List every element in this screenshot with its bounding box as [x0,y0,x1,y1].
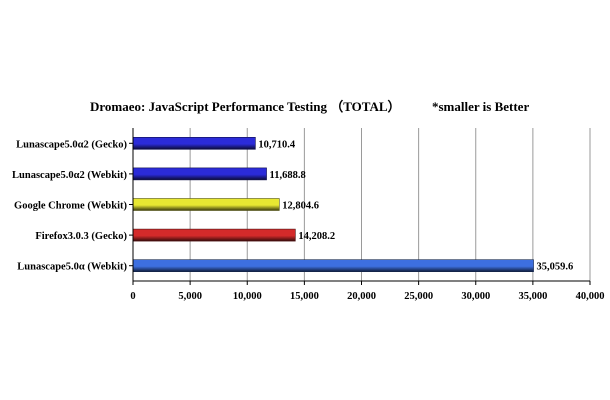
bar-0 [132,137,256,150]
data-label-1: 11,688.8 [270,170,306,181]
category-label-0: Lunascape5.0α2 (Gecko) [16,139,127,150]
bar-4 [132,259,534,273]
x-tick-label-1: 5,000 [178,291,202,302]
x-tick-label-3: 15,000 [290,291,319,302]
category-label-3: Firefox3.0.3 (Gecko) [35,231,127,242]
chart-title: Dromaeo: JavaScript Performance Testing … [90,99,401,114]
data-label-4: 35,059.6 [537,262,574,273]
data-label-2: 12,804.6 [282,201,319,212]
x-tick-label-8: 40,000 [576,291,605,302]
data-label-3: 14,208.2 [298,231,335,242]
category-label-4: Lunascape5.0α (Webkit) [17,262,127,273]
bar-3 [132,228,296,242]
x-tick-label-6: 30,000 [461,291,490,302]
data-labels: 10,710.4 11,688.8 12,804.6 14,208.2 35,059.6 [258,139,573,272]
chart-note: *smaller is Better [432,99,529,114]
category-labels: Lunascape5.0α2 (Gecko) Lunascape5.0α2 (We… [12,139,133,273]
x-tick-label-0: 0 [130,291,135,302]
category-label-2: Google Chrome (Webkit) [14,201,127,212]
bar-2 [132,198,280,211]
bars [132,137,534,273]
x-tick-label-5: 25,000 [404,291,433,302]
x-tick-label-4: 20,000 [347,291,376,302]
x-axis: 0 5,000 10,000 15,000 20,000 25,000 30,000 35,0… [130,128,604,302]
bar-1 [132,167,267,181]
x-tick-label-7: 35,000 [518,291,547,302]
category-label-1: Lunascape5.0α2 (Webkit) [12,170,127,181]
grid-lines [132,128,591,281]
x-tick-label-2: 10,000 [233,291,262,302]
data-label-0: 10,710.4 [258,139,296,150]
